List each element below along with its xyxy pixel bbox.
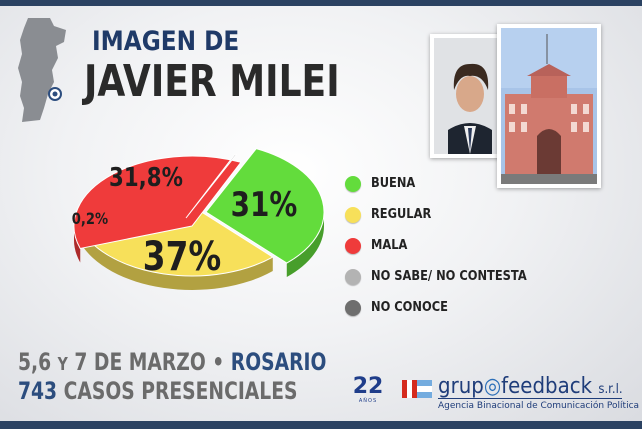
pie-slice-mala xyxy=(73,155,242,263)
legend-item-buena: BUENA xyxy=(345,168,548,199)
cases-text: CASOS PRESENCIALES xyxy=(63,377,298,405)
pie-slice-side xyxy=(74,226,81,263)
pie-slice-no-sabe-no-contesta xyxy=(185,153,238,219)
legend-item-ns-nc: NO SABE/ NO CONTESTA xyxy=(345,261,548,292)
portrait-photo xyxy=(430,34,510,158)
footer-cases: 743 CASOS PRESENCIALES xyxy=(18,377,297,405)
legend-item-regular: REGULAR xyxy=(345,199,548,230)
pollster-tagline: Agencia Binacional de Comunicación Polít… xyxy=(438,401,640,411)
legend-label: NO SABE/ NO CONTESTA xyxy=(371,269,527,284)
top-bar xyxy=(0,0,642,6)
city: ROSARIO xyxy=(230,348,327,376)
legend-label: MALA xyxy=(371,238,408,253)
pollster-b: feedback xyxy=(501,374,593,399)
legend-label: BUENA xyxy=(371,176,416,191)
title-line-2: JAVIER MILEI xyxy=(84,56,340,107)
legend: BUENA REGULAR MALA NO SABE/ NO CONTESTA … xyxy=(345,168,548,323)
dates-b: 7 DE MARZO xyxy=(74,348,206,376)
cases-number: 743 xyxy=(18,377,58,405)
data-label: 37% xyxy=(143,233,221,280)
data-label: 31% xyxy=(231,185,298,224)
pie-slice-top xyxy=(185,153,238,219)
legend-swatch-ns-nc xyxy=(345,268,361,285)
title-line-1: IMAGEN DE xyxy=(92,26,240,57)
pie-slice-side xyxy=(80,228,273,290)
divider xyxy=(438,398,622,399)
casa-rosada-photo xyxy=(497,24,601,188)
dates-y: Y xyxy=(57,354,68,375)
legend-label: REGULAR xyxy=(371,207,432,222)
data-label: 31,8% xyxy=(109,162,183,193)
legend-item-no-conoce: NO CONOCE xyxy=(345,292,548,323)
pollster-name: grup◎feedback s.r.l. xyxy=(438,374,623,399)
pie-chart: 31% 31,8% 37% 0,2% xyxy=(72,148,325,290)
bullet: • xyxy=(212,348,225,376)
legend-label: NO CONOCE xyxy=(371,300,448,315)
pie-slice-side xyxy=(286,212,324,278)
dates-a: 5,6 xyxy=(18,348,52,376)
pie-slice-buena xyxy=(205,148,325,278)
legend-swatch-buena xyxy=(345,175,361,192)
pie-slice-top xyxy=(73,155,242,250)
santa-fe-map-icon xyxy=(18,18,66,122)
legend-swatch-regular xyxy=(345,206,361,223)
legend-swatch-no-conoce xyxy=(345,299,361,316)
pie-slice-top xyxy=(205,148,325,264)
channel-number: 22 xyxy=(352,374,384,399)
swirl-icon: ◎ xyxy=(483,374,502,399)
channel-sub: AÑOS xyxy=(358,398,378,404)
pollster-srl: s.r.l. xyxy=(598,382,623,397)
grupo-feedback-logo: grup◎feedback s.r.l. Agencia Binacional … xyxy=(402,374,639,414)
flags-icon xyxy=(402,380,432,398)
pollster-a: grup xyxy=(438,374,484,399)
legend-item-mala: MALA xyxy=(345,230,548,261)
data-label: 0,2% xyxy=(72,210,109,229)
bottom-bar xyxy=(0,421,642,429)
footer-dates: 5,6 Y 7 DE MARZO • ROSARIO xyxy=(18,348,326,376)
channel-22-logo: 22 AÑOS xyxy=(350,376,386,410)
legend-swatch-mala xyxy=(345,237,361,254)
